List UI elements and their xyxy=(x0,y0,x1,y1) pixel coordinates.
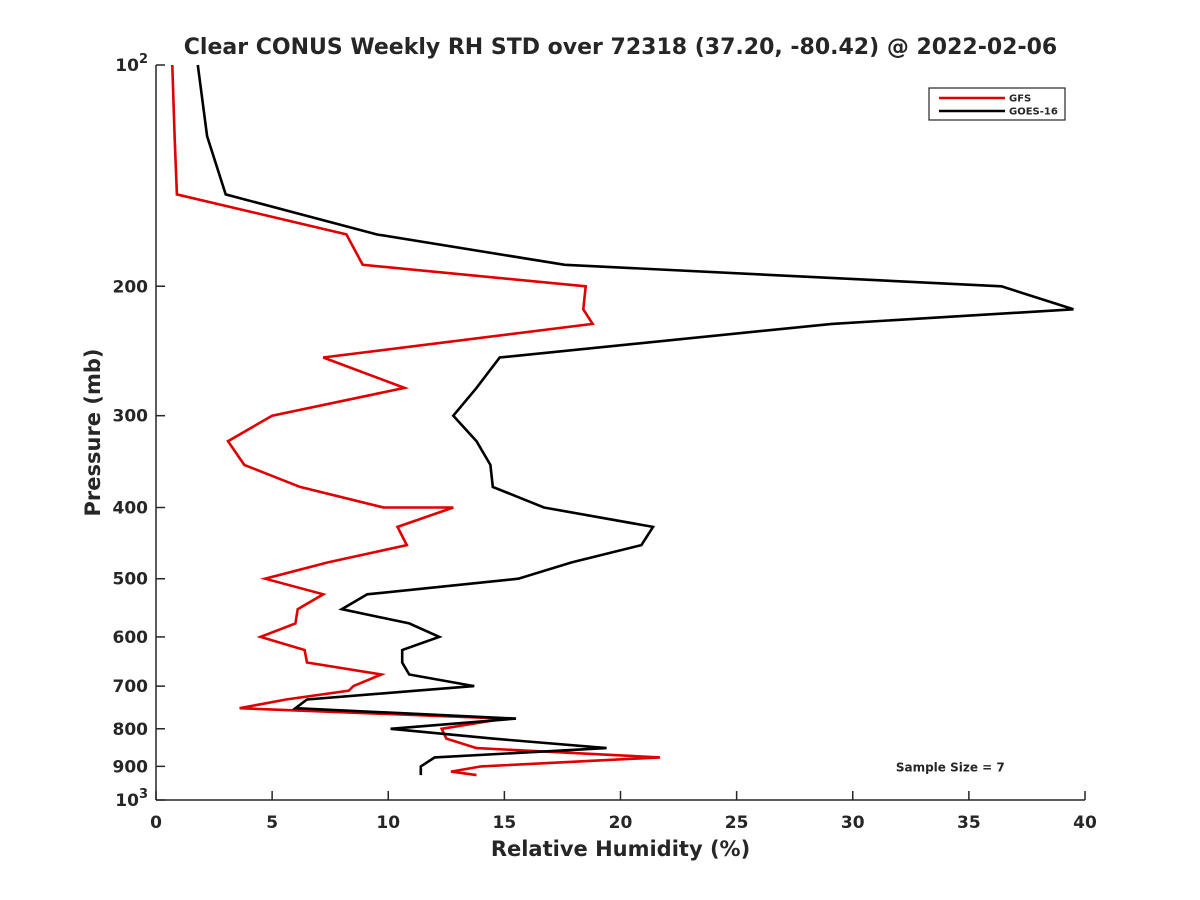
x-tick-label: 0 xyxy=(150,813,162,833)
y-tick-label: 200 xyxy=(113,277,149,297)
y-tick-label: 900 xyxy=(113,757,149,777)
y-ticks: 102 200 300 400 500 600 700 800 900 103 xyxy=(113,52,165,811)
x-tick-label: 35 xyxy=(957,813,981,833)
sample-size-annotation: Sample Size = 7 xyxy=(896,760,1005,774)
legend-box xyxy=(928,87,1066,121)
chart-title: Clear CONUS Weekly RH STD over 72318 (37… xyxy=(184,35,1057,60)
y-axis-label: Pressure (mb) xyxy=(81,349,105,517)
x-tick-label: 5 xyxy=(266,813,278,833)
y-tick-label: 600 xyxy=(113,628,149,648)
y-tick-label: 102 xyxy=(115,52,148,76)
x-tick-label: 10 xyxy=(376,813,400,833)
y-tick-label: 500 xyxy=(113,570,149,590)
x-tick-label: 40 xyxy=(1073,813,1097,833)
x-tick-label: 20 xyxy=(609,813,633,833)
plot-area xyxy=(156,65,1085,800)
y-tick-label: 103 xyxy=(115,787,148,811)
x-tick-label: 15 xyxy=(493,813,517,833)
series-line-goes-16 xyxy=(196,64,1074,776)
legend-label: GFS xyxy=(1009,94,1031,105)
y-tick-label: 400 xyxy=(113,499,149,519)
x-tick-label: 25 xyxy=(725,813,749,833)
x-tick-label: 30 xyxy=(841,813,865,833)
series-line-gfs xyxy=(171,64,661,777)
y-tick-label: 700 xyxy=(113,677,149,697)
legend: GFS GOES-16 xyxy=(928,87,1066,121)
y-tick-label: 800 xyxy=(113,720,149,740)
legend-label: GOES-16 xyxy=(1009,107,1058,118)
series-layer xyxy=(171,64,1074,777)
y-tick-label: 300 xyxy=(113,407,149,427)
x-ticks: 0 5 10 15 20 25 30 35 40 xyxy=(150,791,1097,833)
x-axis-label: Relative Humidity (%) xyxy=(491,837,750,861)
